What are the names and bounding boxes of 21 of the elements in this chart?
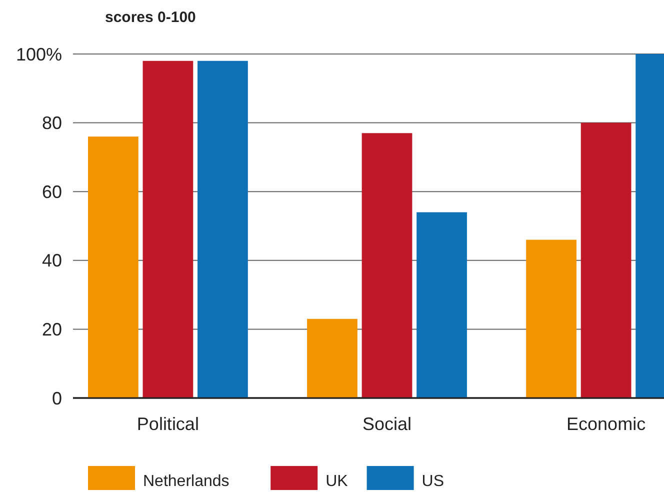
y-tick-label: 0 [52,388,62,408]
y-tick-label: 60 [42,182,62,202]
bar [142,60,194,398]
legend-label: Netherlands [143,473,230,490]
bar [88,136,138,398]
y-tick-label: 80 [42,113,62,134]
legend-label: UK [326,473,348,490]
y-tick-label: 100% [16,44,62,64]
bar [580,122,632,398]
bar [307,318,358,398]
y-tick-label: 20 [42,320,62,340]
bar [526,240,576,398]
x-tick-label: Economic [566,414,646,434]
legend-label: US [422,473,444,490]
chart-title: scores 0-100 [105,9,196,26]
bar [416,212,467,398]
x-tick-label: Political [136,414,199,434]
bar [198,60,248,398]
bar [362,133,412,398]
x-tick-label: Social [362,414,412,434]
y-tick-label: 40 [42,250,62,271]
